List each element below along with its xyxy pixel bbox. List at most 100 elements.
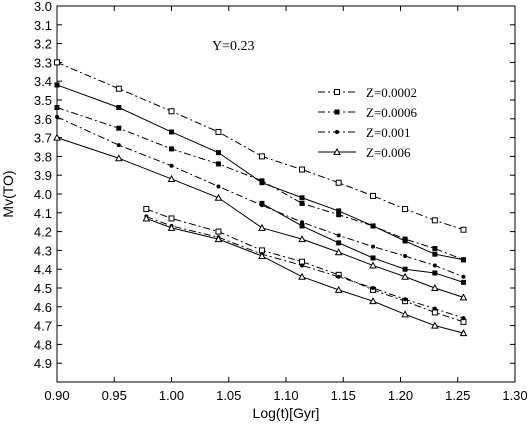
legend-marker: [333, 147, 341, 155]
series-lower-point: [431, 309, 438, 316]
series-lower-point: [168, 215, 175, 222]
series-upper-point: [335, 179, 342, 186]
legend-marker: [334, 89, 340, 95]
extra-lower-point: [370, 255, 376, 261]
series-3: [53, 133, 468, 337]
series-upper-point: [401, 272, 409, 280]
series-upper-point: [334, 248, 343, 256]
series-upper-point: [298, 235, 306, 243]
series-lower-point: [215, 228, 222, 235]
extra-upper-point: [54, 82, 60, 88]
series-upper-point: [216, 184, 221, 189]
series-upper-point: [431, 217, 438, 224]
x-tick-label: 1.05: [216, 388, 241, 403]
legend: Z=0.0002 Z=0.0006 Z=0.001 Z=0.006: [318, 85, 418, 160]
x-tick-label: 1.10: [273, 388, 298, 403]
y-tick-label: 3.0: [34, 0, 52, 14]
series-upper-point: [53, 133, 61, 141]
y-tick-label: 4.1: [34, 206, 52, 221]
series-lower-point: [460, 318, 467, 325]
series-lower-point: [461, 316, 466, 321]
extra-lower-point: [299, 223, 305, 229]
series-upper-point: [460, 226, 467, 233]
extra-lower-point: [460, 279, 466, 285]
series-upper-point: [215, 128, 222, 135]
extra-upper-point: [336, 208, 342, 214]
y-tick-label: 3.6: [34, 112, 52, 127]
y-tick-label: 4.7: [34, 319, 52, 334]
legend-label: Z=0.0006: [366, 105, 418, 120]
legend-entry: Z=0.0002: [318, 85, 417, 100]
y-tick-label: 3.4: [34, 74, 52, 89]
x-tick-label: 1.00: [159, 388, 184, 403]
series-upper-point: [461, 274, 466, 279]
series-upper-point: [299, 166, 306, 173]
series-upper-point: [369, 261, 377, 269]
series-layer: [53, 59, 468, 337]
series-upper-point: [114, 154, 123, 162]
series-upper-point: [258, 223, 266, 231]
extra-upper-point: [432, 251, 438, 257]
legend-entry: Z=0.0006: [318, 105, 418, 120]
y-tick-label: 4.3: [34, 243, 52, 258]
y-tick-label: 4.5: [34, 281, 52, 296]
series-upper-point: [215, 161, 221, 167]
series-upper-point: [55, 114, 59, 119]
y-tick-label: 4.8: [34, 337, 52, 352]
series-upper-point: [258, 153, 265, 160]
x-tick-label: 0.95: [102, 388, 127, 403]
extra-upper-point: [402, 238, 408, 244]
extra-upper-point: [299, 195, 305, 201]
axis-ticks: 0.90 0.95 1.00 1.05 1.10 1.15 1.20 1.25 1.30 3.0 3…: [34, 0, 528, 403]
extra-upper-point: [460, 257, 466, 263]
series-extra: [54, 82, 466, 285]
series-upper-point: [116, 143, 121, 148]
extra-upper-point: [259, 180, 265, 186]
x-tick-label: 1.20: [388, 388, 413, 403]
series-lower-point: [214, 235, 223, 243]
series-upper-point: [371, 244, 376, 249]
extra-upper-point: [116, 105, 122, 111]
series-lower-point: [258, 251, 266, 260]
y-tick-label: 4.6: [34, 300, 52, 315]
series-lower-point: [431, 321, 439, 329]
series-lower-point: [403, 297, 408, 302]
series-lower-point: [401, 310, 409, 318]
y-tick-label: 4.2: [34, 225, 52, 240]
y-tick-label: 3.5: [34, 93, 52, 108]
y-axis-label: Mv(TO): [0, 170, 16, 217]
series-lower-point: [300, 263, 305, 268]
series-lower-point: [143, 206, 150, 213]
series-upper-point: [402, 206, 409, 213]
series-lower-point: [432, 306, 437, 311]
series-upper-point: [169, 146, 174, 152]
extra-upper-point: [370, 223, 376, 229]
series-upper-point: [54, 59, 60, 66]
series-upper-point: [432, 263, 437, 268]
extra-lower-point: [432, 270, 438, 276]
series-upper-line: [56, 137, 464, 298]
legend-label: Z=0.0002: [366, 85, 417, 100]
series-upper-point: [299, 200, 305, 206]
legend-label: Z=0.001: [366, 125, 411, 140]
series-upper-point: [336, 233, 341, 238]
series-lower-point: [298, 272, 306, 280]
legend-marker: [335, 130, 339, 134]
extra-lower-point: [402, 266, 408, 272]
y-tick-label: 4.0: [34, 187, 52, 202]
annotation-label: Y=0.23: [212, 39, 255, 54]
x-tick-label: 1.15: [331, 388, 356, 403]
series-upper-point: [336, 212, 342, 218]
series-lower-line: [146, 216, 464, 319]
series-lower-point: [371, 286, 376, 290]
series-upper-point: [431, 283, 439, 291]
x-tick-label: 1.25: [445, 388, 470, 403]
series-upper-point: [115, 85, 122, 92]
series-upper-point: [168, 108, 175, 115]
series-upper-line: [56, 61, 464, 231]
extra-lower-point: [336, 240, 342, 246]
series-lower-point: [459, 329, 468, 337]
series-upper-point: [300, 220, 305, 225]
